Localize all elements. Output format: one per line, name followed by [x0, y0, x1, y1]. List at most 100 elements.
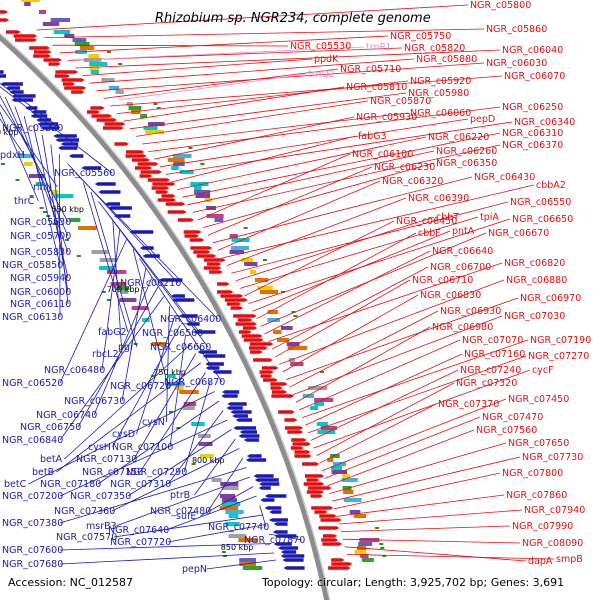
- forward-gene: [147, 178, 171, 182]
- label-connector-forward: [340, 525, 511, 532]
- feature-box: [320, 426, 337, 430]
- forward-gene: [131, 158, 151, 162]
- gene-label-forward: pntA: [452, 226, 475, 237]
- tick-dot: [280, 291, 285, 293]
- tick-dot: [375, 527, 380, 529]
- reverse-gene: [272, 530, 288, 534]
- forward-gene: [243, 338, 264, 342]
- label-connector-reverse: [206, 559, 277, 570]
- feature-box: [242, 566, 263, 570]
- feature-box: [225, 510, 244, 514]
- forward-gene: [151, 186, 170, 190]
- label-connector-forward: [226, 197, 407, 266]
- gene-label-reverse: NGR_c07310: [110, 479, 171, 490]
- label-connector-forward: [182, 132, 501, 198]
- reverse-gene: [278, 546, 299, 550]
- feature-box: [167, 374, 176, 378]
- forward-gene: [34, 50, 52, 54]
- label-connector-forward: [165, 121, 513, 175]
- label-connector-reverse: [59, 552, 275, 565]
- label-connector-forward: [202, 162, 435, 228]
- label-connector-reverse: [0, 86, 113, 174]
- label-connector-forward: [154, 116, 355, 160]
- gene-label-forward: NGR_c05530: [290, 41, 351, 52]
- forward-gene: [328, 566, 351, 570]
- gene-label-reverse: NGR_c06000: [10, 287, 71, 298]
- feature-box: [21, 0, 40, 2]
- label-connector-forward: [319, 403, 437, 464]
- gene-label-forward: ppdK: [314, 54, 339, 65]
- forward-gene: [302, 462, 320, 466]
- forward-gene: [155, 190, 169, 194]
- forward-gene: [270, 386, 283, 390]
- label-connector-forward: [346, 554, 555, 560]
- label-connector-forward: [336, 494, 505, 517]
- gene-label-forward: NGR_c05880: [416, 54, 477, 65]
- forward-gene: [248, 346, 268, 350]
- feature-box: [69, 218, 81, 222]
- forward-gene: [0, 10, 9, 14]
- feature-box: [54, 194, 74, 198]
- label-connector-forward: [268, 262, 503, 342]
- gene-label-forward: NGR_c05980: [408, 88, 469, 99]
- reverse-gene: [259, 482, 280, 486]
- gene-label-forward: NGR_c06650: [512, 214, 573, 225]
- feature-box: [145, 130, 164, 134]
- forward-gene: [294, 450, 311, 454]
- gene-label-forward: NGR_c06340: [514, 117, 575, 128]
- label-connector-reverse: [165, 495, 257, 531]
- feature-box: [148, 122, 165, 126]
- forward-gene: [318, 526, 340, 530]
- gene-label-forward: NGR_c06550: [510, 197, 571, 208]
- label-connector-forward: [313, 369, 531, 449]
- gene-label-reverse: NGR_c07100: [112, 442, 173, 453]
- gene-label-forward: fabG3: [358, 131, 387, 142]
- tick-dot: [118, 63, 123, 65]
- feature-box: [238, 538, 258, 542]
- label-connector-forward: [275, 279, 411, 358]
- reverse-gene: [94, 182, 116, 186]
- gene-label-forward: NGR_c06320: [382, 176, 443, 187]
- forward-gene: [15, 38, 38, 42]
- label-connector-reverse: [59, 543, 272, 551]
- forward-gene: [272, 390, 288, 394]
- feature-box: [343, 490, 354, 494]
- feature-box: [72, 38, 87, 42]
- label-connector-reverse: [127, 429, 232, 497]
- reverse-gene: [230, 410, 252, 414]
- gene-label-reverse: cysN: [142, 417, 165, 428]
- label-connector-forward: [123, 86, 345, 122]
- reverse-gene: [246, 454, 262, 458]
- gene-label-forward: NGR_c07190: [530, 335, 591, 346]
- gene-label-reverse: NGR_c05220: [2, 123, 63, 134]
- feature-box: [286, 342, 300, 346]
- gene-label-reverse: NGR_c07640: [108, 525, 169, 536]
- label-connector-reverse: [167, 410, 224, 485]
- forward-gene: [193, 250, 211, 254]
- gene-label-forward: dapA: [528, 556, 553, 567]
- gene-label-reverse: NGR_c06400: [160, 314, 221, 325]
- feature-box: [142, 318, 150, 322]
- forward-gene: [241, 334, 263, 338]
- reverse-gene: [172, 298, 195, 302]
- feature-box: [131, 306, 149, 310]
- forward-gene: [226, 302, 242, 306]
- forward-gene: [331, 558, 345, 562]
- forward-gene: [220, 294, 244, 298]
- feature-box: [174, 386, 184, 390]
- reverse-gene: [245, 458, 267, 462]
- label-connector-forward: [252, 230, 451, 312]
- feature-box: [229, 250, 244, 254]
- label-connector-forward: [187, 150, 435, 206]
- label-connector-reverse: [136, 315, 176, 435]
- backbone-arc: [0, 34, 330, 600]
- feature-box: [206, 214, 224, 218]
- label-connector-forward: [295, 326, 431, 403]
- forward-gene: [331, 562, 353, 566]
- gene-label-forward: cbbA2: [536, 180, 566, 191]
- forward-gene: [96, 118, 118, 122]
- feature-box: [310, 406, 318, 410]
- label-connector-forward: [171, 135, 357, 183]
- feature-box: [140, 114, 148, 118]
